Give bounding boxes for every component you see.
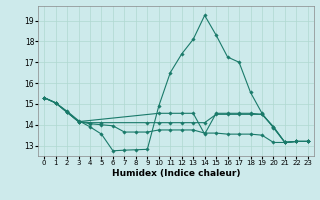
X-axis label: Humidex (Indice chaleur): Humidex (Indice chaleur) [112, 169, 240, 178]
